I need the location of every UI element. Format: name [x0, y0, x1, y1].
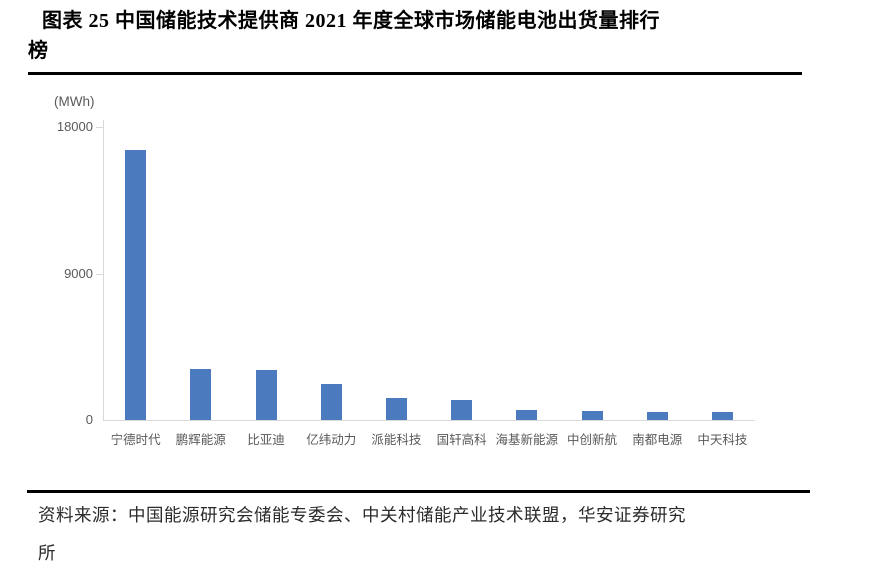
bar-slot-3: 亿纬动力	[299, 127, 364, 447]
bar-slot-8: 南都电源	[625, 127, 690, 447]
bar-1	[190, 368, 212, 420]
figure-title-line-2: 榜	[28, 40, 49, 62]
x-tick-label-7: 中创新航	[567, 433, 618, 447]
y-tick-label-0: 18000	[56, 119, 93, 134]
bar-2	[255, 369, 277, 420]
bar-slot-0: 宁德时代	[103, 127, 168, 447]
source-note: 资料来源：中国能源研究会储能专委会、中关村储能产业技术联盟，华安证券研究 所	[38, 496, 838, 572]
bar-slot-7: 中创新航	[559, 127, 624, 447]
bar-slot-4: 派能科技	[364, 127, 429, 447]
x-tick-label-8: 南都电源	[632, 433, 683, 447]
bar-0	[125, 149, 147, 420]
x-tick-label-5: 国轩高科	[436, 433, 487, 447]
bar-slot-5: 国轩高科	[429, 127, 494, 447]
bar-slot-2: 比亚迪	[233, 127, 298, 447]
y-tick-label-2: 0	[85, 412, 93, 427]
bar-4	[385, 397, 407, 420]
bar-5	[451, 399, 473, 420]
x-tick-label-2: 比亚迪	[247, 433, 285, 447]
x-tick-label-9: 中天科技	[697, 433, 748, 447]
y-axis-unit-label: (MWh)	[54, 94, 95, 109]
bar-slot-9: 中天科技	[690, 127, 755, 447]
x-tick-label-0: 宁德时代	[110, 433, 161, 447]
y-tick-mark-1	[96, 274, 103, 275]
source-note-line-2: 所	[38, 543, 56, 563]
figure-title: 图表 25 中国储能技术提供商 2021 年度全球市场储能电池出货量排行 榜	[28, 6, 818, 66]
source-note-line-1: 资料来源：中国能源研究会储能专委会、中关村储能产业技术联盟，华安证券研究	[38, 505, 686, 525]
y-axis-line	[103, 120, 104, 421]
x-tick-label-4: 派能科技	[371, 433, 422, 447]
y-tick-mark-0	[96, 127, 103, 128]
title-divider-rule	[28, 72, 802, 75]
bar-slot-1: 鹏辉能源	[168, 127, 233, 447]
x-tick-label-6: 海基新能源	[495, 433, 559, 447]
bar-9	[711, 411, 733, 420]
bar-8	[646, 411, 668, 420]
figure-title-line-1: 图表 25 中国储能技术提供商 2021 年度全球市场储能电池出货量排行	[42, 10, 660, 32]
source-divider-rule	[27, 490, 810, 493]
x-tick-label-3: 亿纬动力	[306, 433, 357, 447]
bar-3	[320, 384, 342, 420]
plot-area: 宁德时代 鹏辉能源 比亚迪 亿纬动力 派能科技 国轩高科 海基新能源 中创新航 南都电源 中天科技	[103, 127, 755, 447]
bar-7	[581, 410, 603, 420]
x-tick-label-1: 鹏辉能源	[175, 433, 226, 447]
bar-slot-6: 海基新能源	[494, 127, 559, 447]
bar-6	[516, 409, 538, 420]
y-tick-label-1: 9000	[64, 266, 93, 281]
